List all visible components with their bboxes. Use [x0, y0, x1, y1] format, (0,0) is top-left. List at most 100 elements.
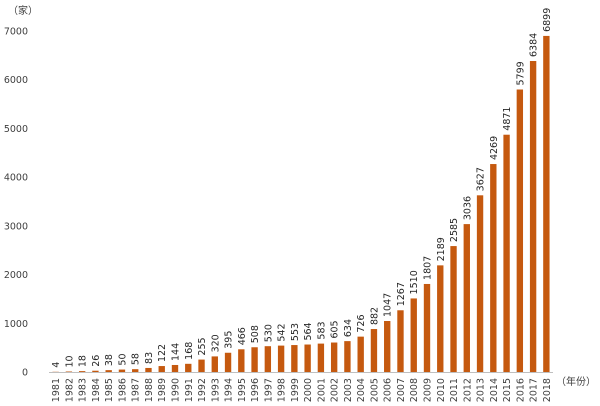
x-tick-label: 2014	[489, 378, 500, 402]
bar-value-label: 5799	[515, 61, 526, 85]
y-tick-label: 1000	[4, 319, 28, 330]
bar	[251, 347, 258, 372]
bar-value-label: 634	[343, 319, 354, 337]
bar-value-label: 320	[210, 334, 221, 352]
bar	[211, 356, 218, 372]
bar-value-label: 530	[263, 324, 274, 342]
x-tick-label: 2003	[343, 378, 354, 402]
x-tick-label: 2006	[383, 378, 394, 402]
x-tick-label: 2008	[409, 378, 420, 402]
bars	[52, 35, 550, 373]
bar-value-label: 1267	[396, 282, 407, 306]
bar	[476, 195, 484, 372]
bar-value-label: 4871	[502, 107, 513, 131]
x-tick-label: 2015	[502, 378, 513, 402]
x-tick-label: 2013	[476, 378, 487, 402]
x-tick-label: 2002	[330, 378, 341, 402]
x-tick-label: 2005	[369, 378, 380, 402]
bar-value-label: 1807	[423, 256, 434, 280]
bar-value-label: 395	[224, 331, 235, 349]
x-tick-label: 2018	[542, 378, 553, 402]
bar	[384, 320, 391, 372]
x-tick-label: 2012	[462, 378, 473, 402]
bar	[291, 345, 298, 372]
y-axis-ticks: 0 1000 2000 3000 4000 5000 6000 7000	[4, 27, 28, 379]
bar	[516, 89, 524, 372]
bar	[238, 349, 245, 372]
x-tick-label: 1988	[144, 378, 155, 402]
x-axis-unit-label: （年份）	[556, 375, 596, 388]
bar	[529, 61, 537, 373]
bar-value-label: 2585	[449, 218, 460, 242]
bar	[92, 370, 99, 372]
x-tick-label: 1994	[224, 378, 235, 402]
x-tick-label: 2016	[515, 378, 526, 402]
bar-value-label: 26	[91, 355, 102, 367]
x-tick-label: 1993	[210, 378, 221, 402]
bar-value-label: 583	[316, 321, 327, 339]
bar	[450, 246, 457, 372]
bar-value-label: 3627	[476, 167, 487, 191]
x-tick-label: 2010	[436, 378, 447, 402]
bar	[198, 359, 205, 372]
bar	[330, 342, 338, 372]
bar-value-label: 3036	[462, 196, 473, 220]
bar-value-label: 122	[157, 344, 168, 362]
x-tick-label: 1984	[91, 378, 102, 402]
x-tick-label: 1985	[104, 378, 115, 402]
bar-value-label: 58	[131, 353, 142, 365]
x-tick-label: 1987	[131, 378, 142, 402]
bar	[463, 224, 470, 372]
bar	[105, 370, 112, 372]
x-tick-label: 2017	[529, 378, 540, 402]
bar-value-label: 144	[171, 343, 182, 361]
bar-value-label: 38	[104, 354, 115, 366]
bar	[132, 369, 139, 372]
x-tick-label: 1991	[184, 378, 195, 402]
x-tick-label: 2009	[423, 378, 434, 402]
bar	[370, 329, 378, 372]
bar	[264, 346, 272, 372]
bar	[397, 310, 404, 372]
x-tick-label: 1986	[117, 378, 128, 402]
bar	[423, 283, 431, 372]
x-axis-ticks: 1981 1982 1983 1984 1985 1986 1987 1988 1989 1990…	[51, 378, 553, 402]
bar	[357, 336, 364, 372]
x-tick-label: 2004	[356, 378, 367, 402]
bar-value-label: 466	[237, 327, 248, 345]
bar-value-label: 255	[197, 337, 208, 355]
bar-value-label: 508	[250, 325, 261, 343]
x-tick-label: 1983	[78, 378, 89, 402]
y-axis-unit-label: （家）	[8, 4, 38, 17]
bar-value-label: 6384	[529, 33, 540, 57]
y-tick-label: 6000	[4, 75, 28, 86]
bar	[171, 364, 179, 372]
bar	[344, 341, 351, 372]
y-tick-label: 0	[22, 368, 28, 379]
y-tick-label: 2000	[4, 270, 28, 281]
bar	[145, 367, 152, 372]
x-tick-label: 2011	[449, 378, 460, 402]
bar-value-label: 553	[290, 323, 301, 341]
x-tick-label: 1990	[171, 378, 182, 402]
bar-value-label: 4	[51, 362, 62, 368]
bar	[185, 363, 192, 372]
bar	[410, 298, 417, 372]
bar	[78, 371, 86, 372]
bar-value-label: 4269	[489, 136, 500, 160]
x-tick-label: 1998	[277, 378, 288, 402]
bar-value-label: 168	[184, 342, 195, 360]
x-tick-label: 1996	[250, 378, 261, 402]
y-tick-label: 5000	[4, 124, 28, 135]
bar-value-label: 726	[356, 314, 367, 332]
bar	[118, 369, 126, 372]
y-tick-label: 7000	[4, 27, 28, 38]
bar	[437, 265, 444, 372]
x-tick-label: 1999	[290, 378, 301, 402]
bar-value-label: 542	[277, 323, 288, 341]
bar-value-label: 564	[303, 322, 314, 340]
x-tick-label: 1982	[64, 378, 75, 402]
bar	[277, 345, 285, 372]
bar-value-label: 605	[330, 320, 341, 338]
